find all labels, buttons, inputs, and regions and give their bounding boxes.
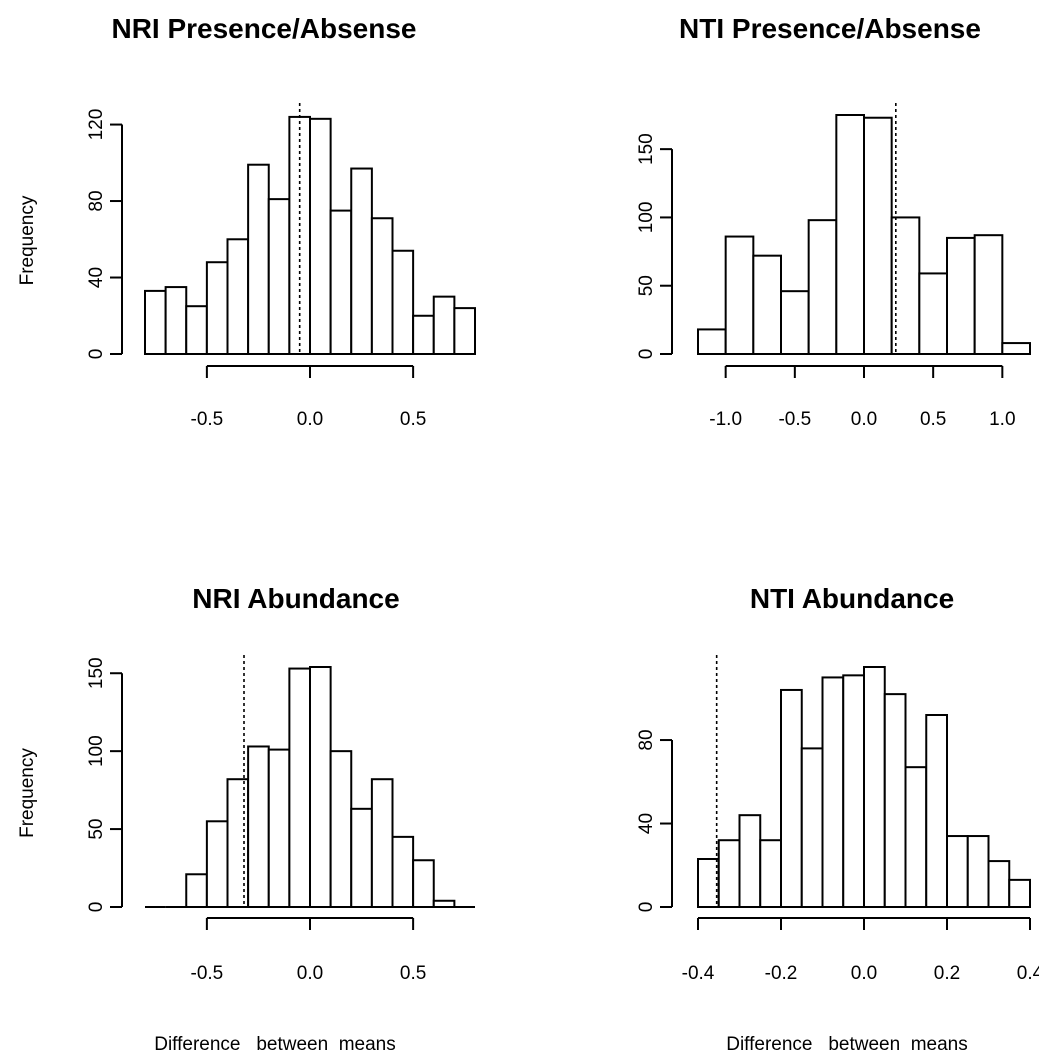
histogram-bar <box>391 249 415 355</box>
y-tick-label: 100 <box>86 735 107 767</box>
histogram-bar <box>226 238 250 355</box>
y-tick-label: 150 <box>636 133 657 165</box>
histogram-bar <box>247 163 270 355</box>
histogram-bar <box>800 747 824 908</box>
histogram-bar <box>807 219 838 355</box>
histogram-bar <box>453 307 476 355</box>
y-tick-label: 0 <box>86 902 107 913</box>
x-tick-label: 0.0 <box>297 409 323 430</box>
chart-title: NTI Abundance <box>750 583 954 614</box>
x-tick-label: -0.4 <box>682 963 715 984</box>
y-tick-label: 0 <box>636 349 657 360</box>
x-tick-label: 0.0 <box>297 963 323 984</box>
histogram-bar <box>226 778 250 908</box>
histogram-bar <box>267 198 291 355</box>
histogram-bar <box>752 254 782 355</box>
y-tick-label: 0 <box>86 349 107 360</box>
histogram-bar <box>842 674 865 909</box>
histogram-bar <box>863 666 886 908</box>
histogram-bar <box>821 676 845 908</box>
histogram-bar <box>918 272 948 355</box>
histogram-bar <box>717 839 741 909</box>
x-axis-label: Difference between means <box>154 1034 396 1055</box>
histogram-bar <box>288 667 311 909</box>
histogram-bar <box>987 860 1011 909</box>
histogram-bar <box>432 295 456 356</box>
histogram-bar <box>329 209 353 355</box>
chart-title: NTI Presence/Absense <box>679 13 981 44</box>
histogram-bar <box>370 217 394 355</box>
histogram-bar <box>697 328 727 356</box>
x-tick-label: 0.2 <box>934 963 960 984</box>
histogram-bar <box>370 778 394 908</box>
histogram-bar <box>780 290 810 356</box>
histogram-bar <box>863 116 893 355</box>
x-tick-label: 0.5 <box>400 409 426 430</box>
histogram-panel-2: NTI Presence/Absense -1.0 -0.5 0.0 0.5 1.0 0 50… <box>636 13 1031 430</box>
y-tick-label: 80 <box>636 729 657 750</box>
x-tick-label: 0.5 <box>920 409 946 430</box>
histogram-bar <box>738 814 762 908</box>
histogram-bar <box>391 835 415 908</box>
histogram-bar <box>412 859 435 909</box>
histogram-bar <box>309 666 332 908</box>
histogram-bar <box>185 305 208 356</box>
histogram-bar <box>144 289 167 355</box>
histogram-bar <box>1001 342 1031 355</box>
x-tick-label: 0.0 <box>851 963 877 984</box>
histogram-bar <box>247 745 270 909</box>
y-tick-label: 40 <box>86 267 107 288</box>
y-tick-label: 50 <box>636 275 657 296</box>
histogram-bar <box>724 235 755 355</box>
histogram-bar <box>925 714 948 908</box>
x-tick-label: 0.0 <box>851 409 877 430</box>
histogram-panel-3: NRI Abundance -0.5 0.0 0.5 0 50 100 150 Frequenc… <box>17 583 475 1055</box>
x-axis-label: Difference between means <box>726 1034 968 1055</box>
x-tick-label: 0.4 <box>1017 963 1039 984</box>
x-tick-label: -0.5 <box>191 409 224 430</box>
histogram-bar <box>350 167 373 355</box>
histogram-bar <box>973 234 1004 356</box>
histogram-bar <box>309 117 332 355</box>
chart-title: NRI Abundance <box>192 583 399 614</box>
histogram-bar <box>835 114 865 355</box>
x-tick-label: -0.5 <box>778 409 811 430</box>
y-tick-label: 40 <box>636 813 657 834</box>
y-tick-label: 150 <box>86 657 107 689</box>
histogram-bar <box>205 261 229 355</box>
histogram-bar <box>946 835 969 908</box>
y-axis-label: Frequency <box>17 748 38 838</box>
histogram-bar <box>946 236 976 356</box>
y-tick-label: 120 <box>86 109 107 141</box>
y-tick-label: 80 <box>86 190 107 211</box>
y-axis-label: Frequency <box>17 195 38 285</box>
y-tick-label: 50 <box>86 819 107 840</box>
histogram-bar <box>759 839 782 909</box>
histogram-bar <box>205 820 229 908</box>
histogram-panel-1: NRI Presence/Absense -0.5 0.0 0.5 0 40 80 120 Fr… <box>17 13 476 430</box>
histogram-bar <box>164 286 188 355</box>
histogram-panel-4: NTI Abundance -0.4 -0.2 0.0 0.2 0.4 0 40 80 Diffe… <box>636 583 1039 1055</box>
x-tick-label: -0.5 <box>191 963 224 984</box>
histogram-bar <box>1008 878 1031 909</box>
x-tick-label: -0.2 <box>765 963 798 984</box>
x-tick-label: 1.0 <box>989 409 1015 430</box>
histogram-bar <box>883 693 907 908</box>
y-tick-label: 0 <box>636 902 657 913</box>
histogram-bar <box>966 835 990 908</box>
histogram-bar <box>329 750 353 908</box>
histogram-bar <box>697 858 720 908</box>
x-tick-label: 0.5 <box>400 963 426 984</box>
histogram-bar <box>412 314 435 356</box>
histogram-bar <box>432 899 456 909</box>
chart-title: NRI Presence/Absense <box>111 13 416 44</box>
histogram-bar <box>904 766 928 908</box>
histogram-bar <box>350 807 373 908</box>
histogram-bar <box>267 748 291 909</box>
y-tick-label: 100 <box>636 202 657 234</box>
histogram-bar <box>780 688 803 909</box>
x-tick-label: -1.0 <box>709 409 742 430</box>
histogram-bar <box>185 873 208 908</box>
